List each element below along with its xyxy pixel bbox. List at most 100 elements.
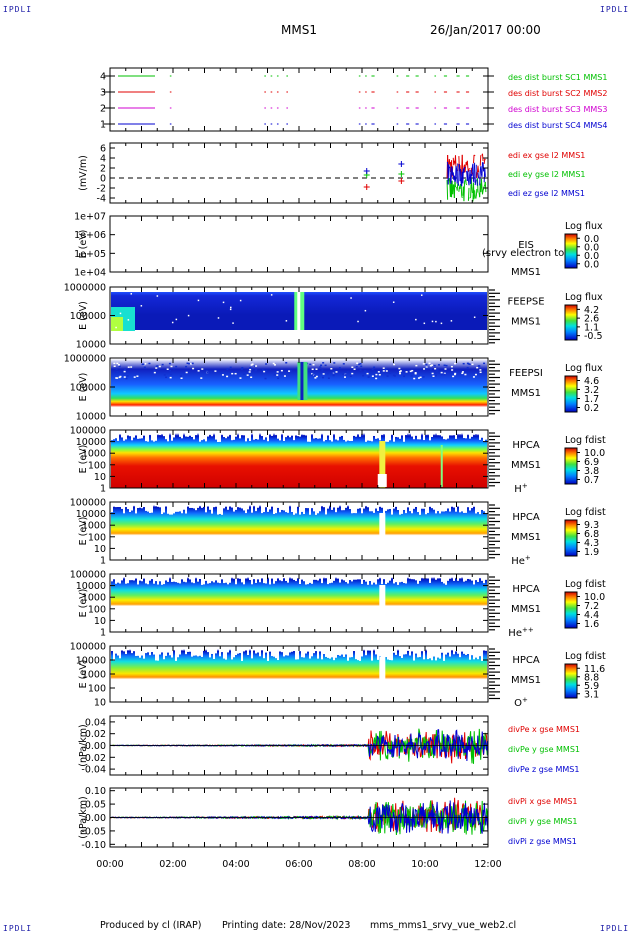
spectrogram-speckle [349, 375, 352, 378]
spectrogram-edge [259, 692, 261, 694]
ytick-label-edi: 6 [100, 144, 106, 155]
spectrogram-edge [423, 612, 425, 618]
spectrogram-edge [137, 616, 139, 618]
spectrogram-edge [397, 505, 399, 511]
ytick-label-burst: 3 [100, 88, 106, 99]
edi-trace [468, 167, 470, 170]
spectrogram-edge [307, 649, 309, 652]
spectrogram-edge [401, 543, 403, 548]
edi-trace [457, 183, 460, 187]
spectrogram-edge [265, 688, 267, 694]
edi-trace [464, 180, 466, 183]
footer-producer: Produced by cl (IRAP) [100, 920, 202, 931]
spectrogram-feepse-spike [297, 292, 301, 330]
spectrogram-edge [373, 577, 375, 583]
spectrogram-edge [477, 649, 479, 660]
spectrogram-edge [477, 692, 479, 694]
colorbar-tick-label-eis: 0.0 [584, 251, 599, 262]
spectrogram-speckle [385, 370, 388, 372]
spectrogram-edge [459, 542, 461, 548]
spectrogram-edge [377, 615, 379, 618]
spectrogram-edge [135, 649, 137, 656]
spectrogram-speckle [170, 373, 173, 376]
spectrogram-edge [363, 542, 365, 548]
spectrogram-speckle [312, 373, 315, 375]
spectrogram-edge [193, 577, 195, 584]
spectrogram-edge [143, 577, 145, 579]
spectrogram-edge [367, 613, 369, 618]
spectrogram-speckle [226, 375, 229, 378]
spectrogram-speckle [362, 374, 365, 377]
corner-logo-top-right: IPDLI [600, 5, 630, 14]
spectrogram-edge [439, 505, 441, 514]
spectrogram-edge [355, 505, 357, 514]
spectrogram-edge [207, 505, 209, 507]
spectrogram-edge [153, 612, 155, 618]
spectrogram-edge [185, 505, 187, 514]
spectrogram-speckle [333, 370, 336, 373]
spectrogram-speckle [479, 371, 482, 374]
spectrogram-edge [257, 649, 259, 653]
spectrogram-speckle [144, 362, 147, 365]
spectrogram-speckle [415, 364, 418, 367]
spectrogram-edge [309, 615, 311, 618]
spectrogram-edge [183, 546, 185, 548]
colorbar-tick-label-hpca_o: 11.6 [584, 664, 605, 675]
ytick-label-hpca_o: 100 [88, 684, 106, 695]
spectrogram-edge [439, 577, 441, 579]
spectrogram-edge [215, 433, 217, 440]
spectrogram-edge [307, 577, 309, 585]
spectrogram-edge [165, 433, 167, 440]
colorbar-tick-label-hpca_h: 0.7 [584, 475, 599, 486]
spectrogram-edge [179, 433, 181, 437]
spectrogram-edge [147, 433, 149, 442]
spectrogram-speckle [443, 364, 446, 367]
spectrogram-edge [471, 649, 473, 656]
spectrogram-edge [253, 614, 255, 618]
ytick-label-hpca_h: 100 [88, 460, 106, 471]
spectrogram-edge [137, 505, 139, 509]
edi-trace [448, 178, 451, 184]
footer-filename: mms_mms1_srvy_vue_web2.cl [370, 920, 517, 931]
spectrogram-edge [269, 577, 271, 585]
spectrogram-edge [271, 613, 273, 618]
spectrogram-edge [365, 649, 367, 656]
spectrogram-edge [161, 505, 163, 515]
spectrogram-edge [209, 577, 211, 584]
spectrogram-edge [325, 577, 327, 578]
spectrogram-edge [253, 649, 255, 651]
spectrogram-line [440, 445, 443, 487]
spectrogram-edge [239, 544, 241, 548]
spectrogram-edge [371, 505, 373, 512]
spectrogram-edge [427, 616, 429, 618]
spectrogram-speckle [165, 376, 168, 379]
spectrogram-edge [199, 613, 201, 618]
edi-trace [451, 166, 453, 169]
spectrogram-edge [463, 649, 465, 654]
spectrogram-edge [483, 649, 485, 651]
spectrogram-edge [331, 649, 333, 658]
spectrogram-edge [307, 613, 309, 618]
spectrogram-edge [443, 613, 445, 618]
spectrogram-speckle [225, 371, 228, 374]
spectrogram-edge [421, 505, 423, 509]
spectrogram-edge [483, 433, 485, 442]
spectrogram-edge [293, 433, 295, 441]
spectrogram-edge [471, 690, 473, 694]
spectrogram-edge [139, 613, 141, 618]
spectrogram-speckle [277, 377, 280, 380]
spectrogram-edge [205, 577, 207, 581]
spectrogram-edge [387, 433, 389, 442]
spectrogram-edge [171, 505, 173, 515]
spectrogram-edge [345, 689, 347, 694]
spectrogram-edge [279, 544, 281, 548]
species-label-hpca_he2: He++ [508, 626, 534, 639]
spectrogram-edge [147, 505, 149, 512]
spectrogram-edge [117, 649, 119, 656]
spectrogram-edge [409, 577, 411, 579]
spectrogram-edge [137, 433, 139, 439]
ytick-label-hpca_h: 10 [94, 472, 106, 483]
spectrogram-edge [183, 505, 185, 510]
edi-trace [481, 162, 483, 177]
spectrogram-edge [231, 505, 233, 508]
